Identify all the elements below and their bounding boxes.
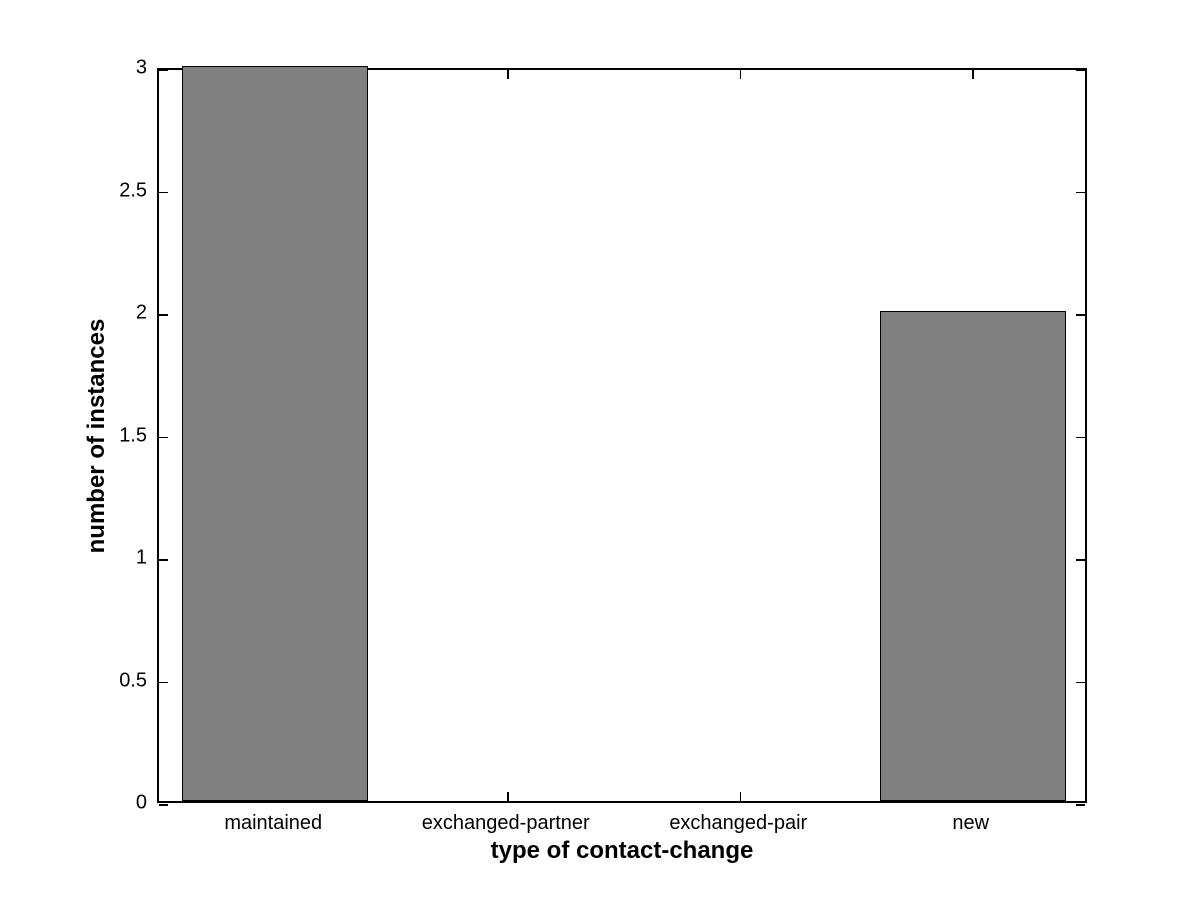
y-tick-left — [159, 681, 168, 684]
y-tick-label: 0 — [135, 791, 147, 814]
x-tick-label: exchanged-pair — [669, 812, 808, 834]
y-tick-right — [1076, 804, 1085, 806]
y-tick-label: 2 — [135, 301, 147, 324]
x-tick-label: exchanged-partner — [421, 812, 590, 834]
y-tick-right — [1076, 314, 1085, 316]
y-tick-label: 0.5 — [119, 669, 147, 692]
y-tick-left — [159, 314, 168, 316]
x-tick-label: maintained — [224, 812, 323, 834]
y-tick-right — [1076, 559, 1085, 561]
y-tick-left — [159, 191, 168, 194]
y-tick-label: 1.5 — [119, 424, 147, 447]
bar-new — [879, 311, 1066, 801]
x-tick-label: new — [952, 812, 990, 834]
y-tick-label: 1 — [135, 546, 147, 569]
y-tick-right — [1076, 681, 1085, 684]
x-tick-top — [507, 70, 509, 79]
x-axis-title: type of contact-change — [490, 837, 754, 864]
bar-maintained — [182, 66, 369, 801]
y-tick-left — [159, 436, 168, 439]
y-tick-right — [1076, 191, 1085, 194]
y-tick-left — [159, 804, 168, 806]
y-tick-label: 2.5 — [119, 179, 147, 202]
x-tick-top — [972, 70, 974, 79]
y-tick-right — [1076, 436, 1085, 439]
y-tick-right — [1076, 69, 1085, 71]
x-tick-top — [739, 70, 741, 79]
y-tick-label: 3 — [135, 56, 147, 79]
y-tick-left — [159, 69, 168, 71]
plot-area — [157, 66, 1087, 806]
x-tick-bottom — [739, 792, 741, 801]
y-tick-left — [159, 559, 168, 561]
x-tick-bottom — [507, 792, 509, 801]
